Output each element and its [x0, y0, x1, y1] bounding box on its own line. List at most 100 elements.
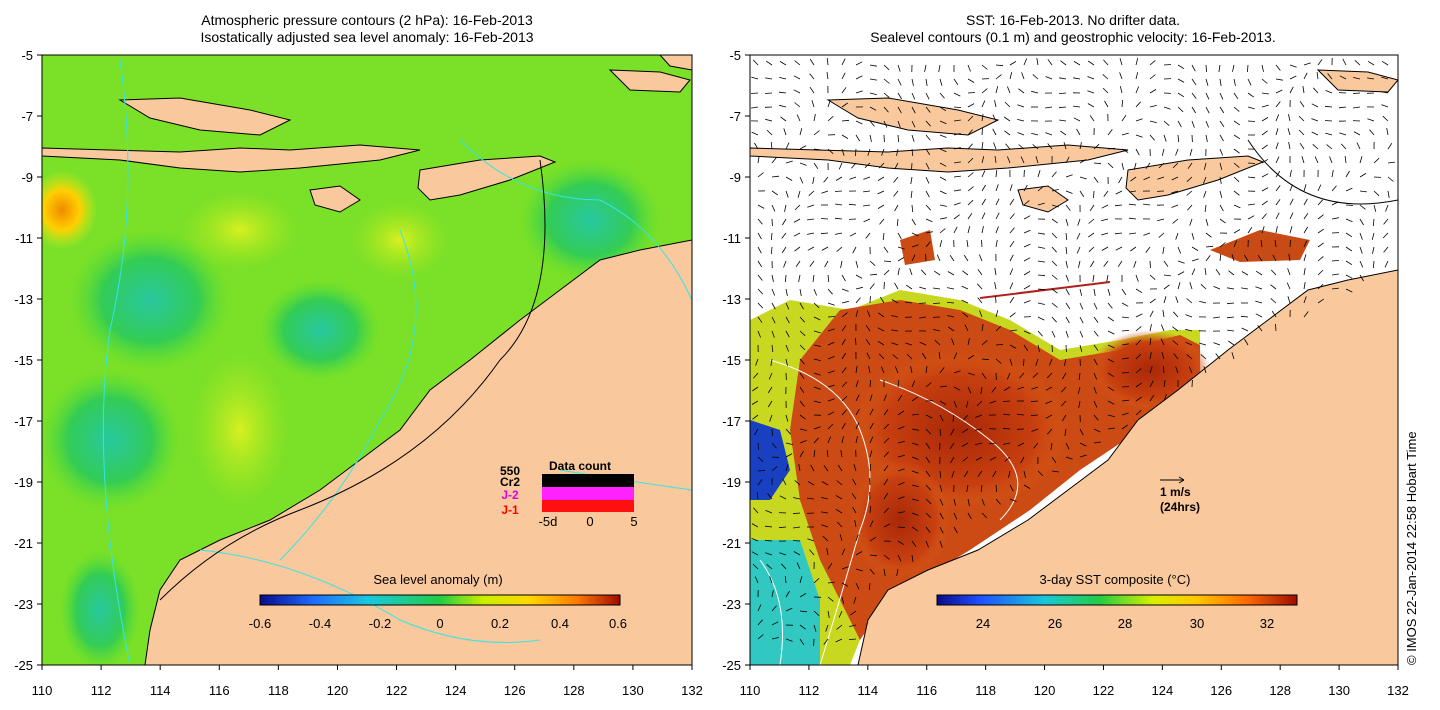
velocity-arrow [793, 497, 801, 500]
left-colorbar-tick: 0.2 [491, 616, 509, 631]
velocity-arrow [751, 551, 759, 556]
velocity-arrow [939, 162, 947, 167]
velocity-arrow [1002, 427, 1011, 430]
velocity-arrow [1314, 156, 1319, 164]
velocity-arrow [911, 484, 919, 488]
velocity-arrow [1331, 260, 1340, 262]
velocity-arrow [1031, 132, 1039, 136]
velocity-arrow [1289, 75, 1297, 80]
x-tick-label: 110 [740, 683, 761, 698]
velocity-arrow [897, 454, 905, 458]
velocity-arrow [1107, 129, 1113, 136]
velocity-arrow [869, 408, 874, 416]
velocity-arrow [1073, 105, 1081, 108]
x-tick-label: 130 [1328, 683, 1350, 698]
velocity-arrow [967, 226, 971, 234]
velocity-arrow [911, 554, 914, 562]
velocity-arrow [939, 92, 945, 99]
velocity-arrow [1023, 470, 1026, 478]
velocity-arrow [785, 176, 793, 181]
velocity-arrow [1009, 296, 1015, 304]
velocity-arrow [799, 358, 805, 365]
velocity-arrow [896, 218, 899, 227]
timor-island [417, 155, 557, 201]
velocity-arrow [751, 131, 759, 136]
x-tick-label: 132 [1387, 683, 1409, 698]
velocity-arrow [933, 329, 941, 332]
velocity-arrow [771, 175, 780, 178]
velocity-arrow [1149, 89, 1157, 94]
velocity-arrow [1107, 358, 1115, 363]
velocity-arrow [925, 218, 933, 223]
velocity-arrow [1177, 120, 1182, 128]
velocity-arrow [953, 147, 961, 150]
velocity-arrow [1143, 203, 1151, 206]
velocity-arrow [841, 548, 846, 556]
velocity-arrow [1289, 184, 1293, 192]
velocity-arrow [1191, 232, 1195, 240]
velocity-arrow [1078, 372, 1081, 380]
velocity-arrow [1117, 260, 1123, 268]
velocity-arrow [783, 128, 787, 136]
velocity-arrow [813, 302, 820, 309]
velocity-arrow [1093, 414, 1099, 421]
velocity-arrow [813, 344, 821, 347]
velocity-arrow [995, 325, 1002, 332]
velocity-arrow [1149, 366, 1153, 374]
x-tick-label: 116 [209, 683, 230, 698]
velocity-arrow [1286, 282, 1291, 290]
velocity-arrow [821, 481, 829, 486]
velocity-arrow [1289, 198, 1294, 206]
velocity-arrow [1079, 190, 1085, 198]
velocity-arrow [1051, 171, 1057, 178]
velocity-arrow [1289, 64, 1297, 68]
velocity-arrow [1205, 106, 1210, 114]
velocity-arrow [1233, 162, 1240, 168]
island [750, 144, 1129, 173]
velocity-arrow [1129, 190, 1137, 193]
velocity-arrow [1275, 226, 1278, 234]
island [309, 185, 361, 213]
velocity-arrow [793, 75, 801, 80]
velocity-arrow [878, 312, 885, 318]
velocity-arrow [1023, 215, 1031, 220]
velocity-arrow [883, 507, 890, 514]
velocity-arrow [779, 61, 787, 66]
velocity-arrow [821, 497, 829, 500]
velocity-arrow [1171, 176, 1179, 181]
velocity-arrow [757, 469, 766, 472]
velocity-arrow [1036, 58, 1039, 66]
velocity-arrow [810, 464, 815, 472]
velocity-arrow [1331, 201, 1339, 206]
velocity-arrow [1004, 456, 1011, 462]
velocity-arrow [1172, 162, 1179, 169]
velocity-arrow [785, 288, 788, 296]
velocity-arrow [1009, 312, 1016, 318]
velocity-arrow [939, 540, 943, 548]
velocity-arrow [827, 116, 834, 122]
velocity-arrow [751, 523, 759, 528]
velocity-arrow [939, 204, 947, 207]
velocity-arrow [1331, 287, 1339, 290]
velocity-arrow [841, 72, 846, 80]
velocity-arrow [1219, 162, 1223, 170]
velocity-arrow [897, 232, 902, 240]
velocity-arrow [1186, 176, 1193, 182]
velocity-arrow [1121, 288, 1127, 296]
velocity-arrow [1121, 162, 1124, 170]
y-tick-label: -5 [729, 48, 741, 63]
velocity-arrow [827, 370, 835, 374]
velocity-arrow [771, 637, 779, 640]
velocity-arrow [1135, 134, 1143, 138]
velocity-arrow [981, 226, 984, 234]
velocity-arrow [939, 217, 947, 220]
velocity-arrow [1247, 162, 1256, 164]
velocity-arrow [1247, 226, 1253, 234]
velocity-arrow [1161, 352, 1165, 360]
pressure-contour [279, 229, 417, 561]
velocity-arrow [1135, 382, 1142, 388]
left-colorbar-tick: -0.6 [249, 616, 271, 631]
velocity-arrow [855, 274, 863, 279]
velocity-arrow [925, 382, 932, 388]
velocity-arrow [827, 274, 830, 283]
